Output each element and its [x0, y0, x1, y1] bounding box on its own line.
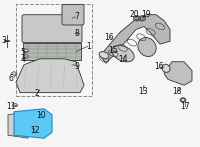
- Text: 8: 8: [75, 29, 79, 38]
- Text: 20: 20: [130, 10, 139, 20]
- Ellipse shape: [112, 45, 134, 62]
- Text: 11: 11: [6, 102, 16, 111]
- Ellipse shape: [99, 52, 109, 59]
- Text: 13: 13: [138, 87, 148, 96]
- Text: 16: 16: [154, 62, 164, 71]
- Polygon shape: [164, 62, 192, 85]
- Polygon shape: [100, 15, 170, 63]
- Text: 2: 2: [35, 89, 39, 98]
- Text: 10: 10: [36, 111, 46, 120]
- Bar: [16, 4, 92, 96]
- Ellipse shape: [162, 64, 170, 72]
- Polygon shape: [14, 109, 52, 138]
- Text: 7: 7: [75, 12, 79, 21]
- Text: 4: 4: [21, 55, 25, 64]
- Text: 15: 15: [108, 46, 118, 55]
- Ellipse shape: [138, 38, 156, 56]
- Polygon shape: [16, 59, 84, 93]
- Text: 18: 18: [172, 87, 182, 96]
- Text: 17: 17: [180, 102, 190, 111]
- FancyBboxPatch shape: [62, 4, 84, 25]
- Text: 5: 5: [21, 48, 25, 57]
- Text: 19: 19: [141, 10, 150, 20]
- Text: 3: 3: [2, 36, 6, 45]
- Polygon shape: [8, 112, 28, 138]
- FancyBboxPatch shape: [22, 15, 82, 43]
- Text: 16: 16: [104, 32, 114, 42]
- Text: 12: 12: [30, 126, 40, 135]
- Text: 1: 1: [87, 42, 91, 51]
- Text: 9: 9: [75, 62, 79, 71]
- Text: 14: 14: [118, 55, 128, 64]
- Text: 6: 6: [9, 74, 13, 83]
- FancyBboxPatch shape: [23, 43, 81, 60]
